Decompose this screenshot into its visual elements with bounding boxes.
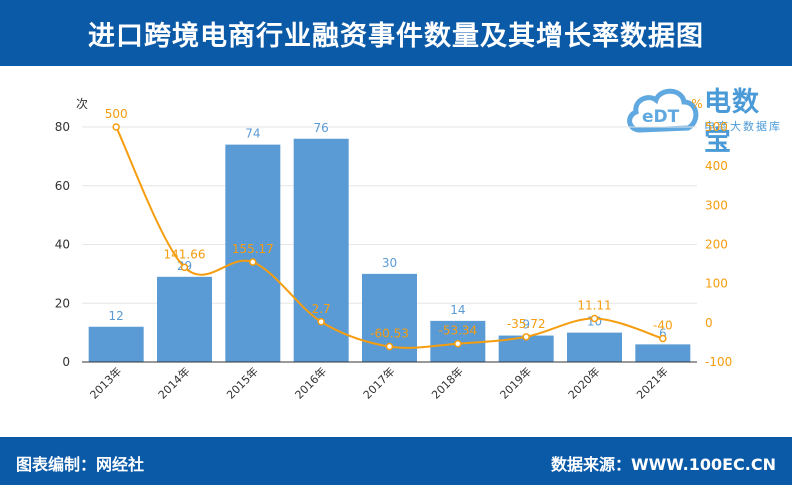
y2-tick-label: 500	[705, 120, 728, 134]
bar	[225, 144, 281, 362]
bar	[567, 332, 622, 362]
y-tick-label: 60	[55, 179, 70, 193]
y-axis-label: 次	[76, 97, 88, 111]
line-value-label: 500	[105, 107, 128, 121]
y-tick-label: 0	[62, 355, 70, 369]
line-value-label: -53.34	[438, 324, 477, 338]
line-value-label: 141.66	[164, 247, 206, 261]
x-tick-label: 2019年	[497, 364, 534, 401]
line-value-label: 11.11	[577, 298, 611, 312]
bar-value-label: 14	[450, 303, 465, 317]
line-series: 500 141.66 155.17 2.7 -60.53 -53.34 -35.72 11.1…	[105, 107, 673, 351]
x-tick-label: 2015年	[223, 364, 260, 401]
x-tick-label: 2018年	[428, 364, 465, 401]
y2-tick-label: 200	[705, 238, 728, 252]
x-tick-label: 2014年	[155, 364, 192, 401]
cloud-logo-icon: eDT	[627, 88, 699, 133]
line-value-label: 2.7	[312, 302, 331, 316]
line-point	[659, 334, 667, 343]
y2-axis-label: %	[691, 97, 702, 111]
logo-name: 电数宝	[704, 87, 760, 157]
x-tick-label: 2017年	[360, 364, 397, 401]
bar	[293, 138, 349, 362]
x-tick-label: 2016年	[292, 364, 329, 401]
line-value-label: -35.72	[507, 317, 546, 331]
chart-title: 进口跨境电商行业融资事件数量及其增长率数据图	[88, 20, 704, 52]
footer-data-source: 数据来源：WWW.100EC.CN	[550, 455, 776, 474]
logo-mark: eDT	[642, 107, 680, 127]
combo-chart: 1229747630149106 500141.66155.172.7-60.5…	[55, 97, 733, 402]
bar-value-label: 30	[382, 256, 397, 270]
line-point	[590, 314, 599, 323]
x-tick-label: 2020年	[565, 364, 602, 401]
bar	[635, 344, 691, 362]
bar	[157, 276, 212, 362]
x-tick-label: 2013年	[87, 364, 124, 401]
y2-tick-label: 300	[705, 198, 728, 212]
line-point	[180, 263, 189, 272]
bar-value-label: 74	[245, 127, 260, 141]
line-value-label: -40	[653, 319, 673, 333]
y-tick-label: 40	[55, 238, 70, 252]
line-value-label: -60.53	[370, 327, 409, 341]
line-point	[385, 342, 394, 351]
x-tick-label: 2021年	[633, 364, 670, 401]
line-point	[522, 333, 530, 341]
y2-tick-label: 400	[705, 159, 728, 173]
footer-bar: 图表编制：网经社 数据来源：WWW.100EC.CN	[0, 437, 792, 485]
y-tick-label: 80	[55, 120, 70, 134]
y-tick-label: 20	[55, 296, 70, 310]
line-value-label: 155.17	[232, 242, 274, 256]
bar-value-label: 76	[314, 121, 329, 135]
bar	[88, 326, 144, 362]
line-point	[112, 123, 120, 131]
logo-subtitle: 电商大数据库	[704, 120, 782, 133]
bar-series: 1229747630149106	[88, 121, 691, 362]
line-point	[454, 339, 462, 348]
line-point	[249, 258, 257, 266]
y2-tick-label: 100	[705, 277, 728, 291]
footer-source-editor: 图表编制：网经社	[16, 455, 145, 474]
line-point	[317, 318, 325, 326]
y2-tick-label: -100	[705, 355, 732, 369]
y2-tick-label: 0	[705, 316, 713, 330]
logo: eDT 电数宝 电商大数据库	[626, 78, 786, 157]
bar-value-label: 6	[659, 326, 667, 340]
header-bar: 进口跨境电商行业融资事件数量及其增长率数据图	[0, 0, 792, 66]
bar-value-label: 9	[522, 318, 530, 332]
bar-value-label: 12	[109, 309, 124, 323]
